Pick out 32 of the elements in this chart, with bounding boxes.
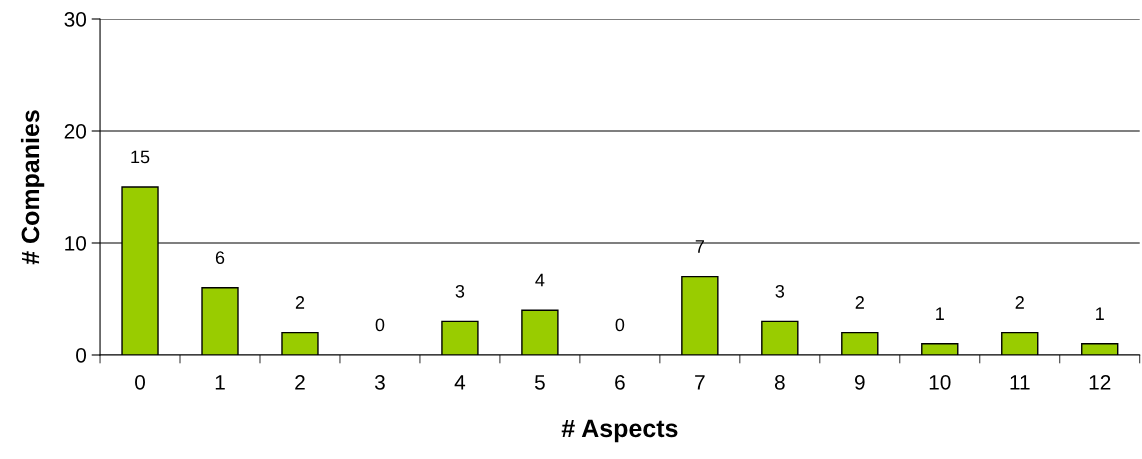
x-tick-label: 11 xyxy=(1010,375,1030,390)
y-tick-label: 0 xyxy=(76,347,87,363)
x-tick-label: 7 xyxy=(695,375,705,390)
y-tick-label: 10 xyxy=(65,236,87,251)
data-label: 0 xyxy=(375,318,385,332)
data-label: 6 xyxy=(215,251,225,265)
data-label: 7 xyxy=(695,240,704,253)
x-tick-label: 4 xyxy=(454,375,466,390)
y-axis-title: # Companies xyxy=(20,110,45,265)
x-tick-label: 8 xyxy=(774,374,785,390)
data-label: 4 xyxy=(535,273,545,287)
data-label: 3 xyxy=(775,284,785,298)
x-tick-label: 5 xyxy=(534,375,545,390)
x-tick-label: 9 xyxy=(854,374,865,390)
data-label: 2 xyxy=(855,296,864,309)
data-label: 15 xyxy=(131,150,150,164)
data-label: 2 xyxy=(1015,296,1024,309)
x-axis-title: # Aspects xyxy=(561,419,678,443)
x-tick-label: 1 xyxy=(215,375,225,390)
data-label: 0 xyxy=(615,318,625,332)
data-label: 1 xyxy=(936,307,944,320)
y-tick-label: 20 xyxy=(64,124,87,139)
x-tick-label: 0 xyxy=(135,374,146,390)
x-tick-label: 3 xyxy=(374,374,385,390)
data-label: 3 xyxy=(455,284,465,298)
x-tick-label: 6 xyxy=(615,374,625,390)
x-tick-label: 10 xyxy=(929,374,951,390)
data-label: 1 xyxy=(1096,307,1104,320)
y-tick-label: 30 xyxy=(64,12,87,27)
data-label: 2 xyxy=(295,296,305,309)
x-tick-label: 2 xyxy=(295,374,305,390)
x-tick-label: 12 xyxy=(1089,374,1111,390)
